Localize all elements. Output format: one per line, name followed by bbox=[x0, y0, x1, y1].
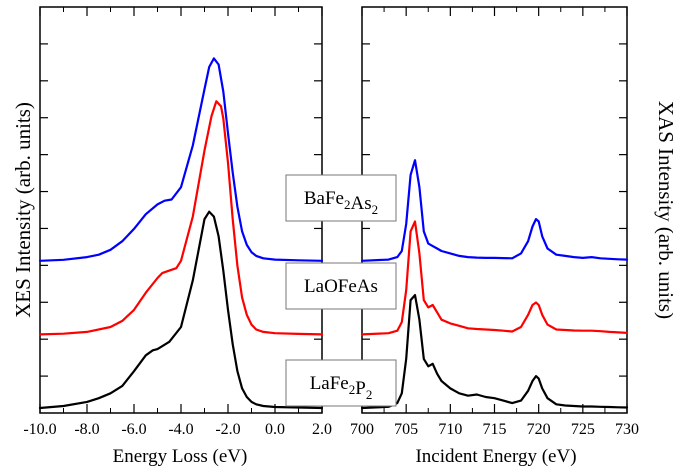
xas-x-tick-label: 715 bbox=[483, 421, 507, 438]
xas-x-tick-label: 710 bbox=[438, 421, 462, 438]
xes-x-tick-label: -10.0 bbox=[23, 421, 56, 438]
sample-label-box bbox=[285, 262, 397, 310]
xes-plot-frame bbox=[39, 6, 323, 414]
xas-x-tick-label: 730 bbox=[615, 421, 639, 438]
xes-panel: -10.0 -8.0 -6.0 -4.0 -2.0 0.0 2.0 bbox=[23, 6, 332, 438]
xes-x-axis-title: Energy Loss (eV) bbox=[113, 446, 248, 467]
xes-x-tick-label: -4.0 bbox=[168, 421, 193, 438]
xas-y-axis-title: XAS Intensity (arb. units) bbox=[654, 101, 673, 319]
sample-label-text: LaFe2P2 bbox=[310, 373, 373, 402]
xas-series-LaOFeAs bbox=[360, 220, 629, 336]
xas-x-tick-label: 705 bbox=[394, 421, 418, 438]
sample-label-LaFe2P2: LaFe2P2 bbox=[285, 359, 397, 407]
xes-x-tick-label: 2.0 bbox=[312, 421, 332, 438]
xes-y-axis-title: XES Intensity (arb. units) bbox=[11, 102, 35, 318]
xas-x-tick-label: 725 bbox=[571, 421, 595, 438]
sample-label-BaFe2As2: BaFe2As2 bbox=[285, 174, 397, 222]
xes-series-LaOFeAs bbox=[38, 100, 324, 336]
xes-x-tick-label: 0.0 bbox=[265, 421, 285, 438]
xes-x-tick-label: -2.0 bbox=[215, 421, 240, 438]
sample-labels: BaFe2As2 LaOFeAs LaFe2P2 bbox=[285, 174, 397, 407]
xes-x-tick-label: -6.0 bbox=[121, 421, 146, 438]
xas-plot-frame bbox=[361, 6, 628, 414]
xas-series-LaFe2P2 bbox=[360, 294, 629, 410]
xes-x-tick-label: -8.0 bbox=[74, 421, 99, 438]
xas-x-tick-label: 720 bbox=[527, 421, 551, 438]
xes-series-LaFe2P2 bbox=[38, 210, 324, 410]
xes-series-BaFe2As2 bbox=[38, 57, 324, 262]
sample-label-box bbox=[285, 359, 397, 407]
xas-x-tick-label: 700 bbox=[350, 421, 374, 438]
sample-label-box bbox=[285, 174, 397, 222]
xas-x-axis-title: Incident Energy (eV) bbox=[415, 446, 576, 467]
sample-label-LaOFeAs: LaOFeAs bbox=[285, 262, 397, 310]
xas-series-BaFe2As2 bbox=[360, 159, 629, 262]
sample-label-text: LaOFeAs bbox=[304, 276, 378, 297]
sample-label-text: BaFe2As2 bbox=[304, 188, 378, 217]
